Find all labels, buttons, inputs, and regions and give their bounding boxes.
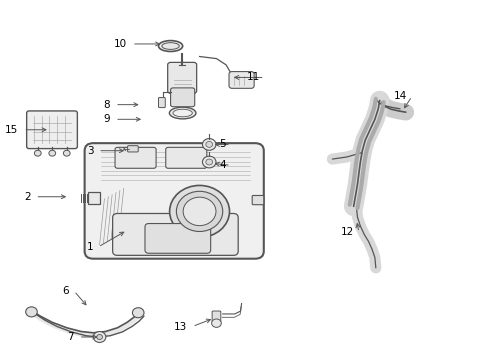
Circle shape — [205, 141, 212, 147]
Ellipse shape — [162, 43, 179, 49]
Text: 10: 10 — [114, 39, 127, 49]
FancyBboxPatch shape — [144, 224, 210, 253]
Circle shape — [97, 334, 102, 339]
Text: 9: 9 — [103, 114, 110, 124]
FancyBboxPatch shape — [252, 195, 263, 205]
Circle shape — [132, 308, 144, 318]
Ellipse shape — [173, 109, 192, 117]
FancyBboxPatch shape — [127, 146, 138, 152]
Text: 1: 1 — [86, 242, 93, 252]
Text: 8: 8 — [103, 100, 110, 110]
Circle shape — [202, 156, 216, 168]
Text: 14: 14 — [393, 91, 407, 101]
Circle shape — [183, 197, 216, 226]
Ellipse shape — [169, 107, 196, 119]
FancyBboxPatch shape — [27, 111, 77, 149]
FancyBboxPatch shape — [228, 72, 254, 88]
Text: 3: 3 — [86, 146, 93, 156]
FancyBboxPatch shape — [165, 147, 206, 168]
FancyBboxPatch shape — [170, 88, 194, 107]
Circle shape — [169, 185, 229, 237]
Text: 7: 7 — [67, 332, 74, 342]
Circle shape — [49, 150, 56, 156]
FancyBboxPatch shape — [158, 98, 165, 108]
Text: 13: 13 — [174, 321, 187, 332]
Text: 5: 5 — [219, 139, 225, 149]
Circle shape — [26, 307, 37, 317]
FancyBboxPatch shape — [212, 311, 221, 322]
FancyBboxPatch shape — [112, 213, 238, 255]
Text: 12: 12 — [340, 227, 353, 237]
Ellipse shape — [158, 41, 183, 51]
Circle shape — [93, 332, 105, 342]
Text: 11: 11 — [246, 72, 260, 82]
Text: 6: 6 — [62, 286, 69, 296]
FancyBboxPatch shape — [87, 192, 100, 204]
Text: 2: 2 — [24, 192, 30, 202]
Circle shape — [176, 191, 223, 231]
Circle shape — [211, 319, 221, 327]
Text: 15: 15 — [5, 125, 19, 135]
Text: 4: 4 — [219, 160, 225, 170]
Circle shape — [63, 150, 70, 156]
FancyBboxPatch shape — [115, 147, 156, 168]
Circle shape — [205, 159, 212, 165]
FancyBboxPatch shape — [84, 143, 263, 259]
Circle shape — [202, 139, 216, 150]
Circle shape — [34, 150, 41, 156]
FancyBboxPatch shape — [167, 62, 196, 93]
